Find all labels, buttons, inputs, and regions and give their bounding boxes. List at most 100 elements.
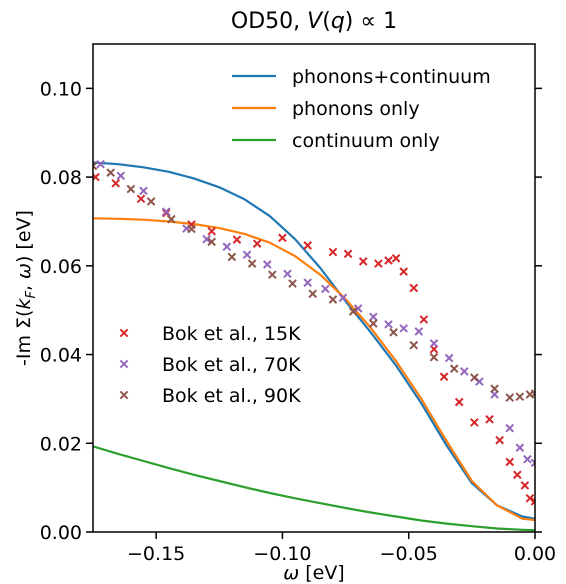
data-point-bok-et-al-70k xyxy=(303,278,312,287)
chart-title: OD50, V(q) ∝ 1 xyxy=(231,9,397,34)
data-point-bok-et-al-15k xyxy=(252,239,262,248)
data-point-bok-et-al-15k xyxy=(111,178,121,188)
y-tick-label: 0.02 xyxy=(40,433,82,455)
data-point-bok-et-al-90k xyxy=(505,393,515,402)
data-point-bok-et-al-70k xyxy=(321,284,330,294)
data-point-bok-et-al-15k xyxy=(530,497,535,506)
y-tick-label: 0.04 xyxy=(40,345,82,367)
data-point-bok-et-al-90k xyxy=(449,364,459,374)
data-point-bok-et-al-70k xyxy=(338,293,348,303)
y-tick-label: 0.06 xyxy=(40,256,82,278)
data-point-bok-et-al-70k xyxy=(459,367,469,376)
data-point-bok-et-al-70k xyxy=(222,242,232,252)
data-point-bok-et-al-15k xyxy=(419,315,429,324)
data-point-bok-et-al-15k xyxy=(384,256,393,265)
data-point-bok-et-al-70k xyxy=(242,250,252,260)
data-point-bok-et-al-90k xyxy=(126,184,136,194)
data-point-bok-et-al-90k xyxy=(166,214,176,224)
legend-lines: phonons+continuum phonons only continuum o… xyxy=(232,66,491,152)
data-point-bok-et-al-15k xyxy=(470,418,479,427)
data-point-bok-et-al-70k xyxy=(505,423,515,433)
series-line-phonons-only xyxy=(93,217,535,522)
data-point-bok-et-al-15k xyxy=(391,253,401,263)
data-point-bok-et-al-15k xyxy=(136,194,146,204)
data-point-bok-et-al-90k xyxy=(207,237,217,247)
y-tick-label: 0.10 xyxy=(40,78,82,100)
x-tick-label: −0.15 xyxy=(127,543,185,565)
data-point-bok-et-al-15k xyxy=(409,283,419,293)
series-line-phonons-continuum xyxy=(93,161,535,520)
data-point-bok-et-al-15k xyxy=(495,435,504,445)
legend-markers: Bok et al., 15K Bok et al., 70K Bok et al.… xyxy=(119,323,301,407)
data-point-bok-et-al-15k xyxy=(232,235,242,244)
y-axis-label: -Im Σ(kF, ω) [eV] xyxy=(13,210,39,366)
data-point-bok-et-al-15k xyxy=(343,249,353,259)
data-point-bok-et-al-15k xyxy=(358,257,368,266)
data-point-bok-et-al-70k xyxy=(161,207,171,217)
data-point-bok-et-al-90k xyxy=(187,224,196,234)
data-point-bok-et-al-90k xyxy=(389,328,398,337)
data-point-bok-et-al-70k xyxy=(384,320,393,329)
data-point-bok-et-al-90k xyxy=(515,392,525,401)
data-point-bok-et-al-70k xyxy=(399,324,408,333)
data-point-bok-et-al-70k xyxy=(515,443,525,453)
data-point-bok-et-al-15k xyxy=(374,259,383,268)
data-point-bok-et-al-90k xyxy=(106,168,115,177)
data-point-bok-et-al-90k xyxy=(490,384,499,394)
series-line-continuum-only xyxy=(93,445,535,532)
data-point-bok-et-al-90k xyxy=(348,307,358,316)
data-point-bok-et-al-70k xyxy=(202,234,211,244)
data-point-bok-et-al-70k xyxy=(429,339,439,348)
data-point-bok-et-al-90k xyxy=(470,373,479,382)
data-point-bok-et-al-15k xyxy=(485,415,494,424)
data-point-bok-et-al-70k xyxy=(116,171,126,181)
data-point-bok-et-al-70k xyxy=(523,454,532,464)
data-point-bok-et-al-90k xyxy=(93,161,98,171)
data-point-bok-et-al-70k xyxy=(353,304,363,313)
data-point-bok-et-al-90k xyxy=(409,340,419,350)
y-tick-label: 0.08 xyxy=(40,167,82,189)
y-tick-label: 0.00 xyxy=(40,522,82,544)
legend-label-continuum-only: continuum only xyxy=(292,130,440,152)
legend-label-bok-et-al-15k: Bok et al., 15K xyxy=(162,323,301,345)
legend-label-phonons-continuum: phonons+continuum xyxy=(292,66,491,88)
data-point-bok-et-al-15k xyxy=(520,481,530,490)
data-point-bok-et-al-70k xyxy=(96,159,105,169)
data-point-bok-et-al-15k xyxy=(439,372,449,382)
legend-swatch-bok-et-al-70k xyxy=(119,359,129,369)
legend-label-phonons-only: phonons only xyxy=(292,98,420,120)
data-point-bok-et-al-70k xyxy=(262,260,272,269)
x-tick-label: −0.05 xyxy=(380,543,438,565)
data-point-bok-et-al-70k xyxy=(530,458,535,468)
data-point-bok-et-al-15k xyxy=(207,226,217,236)
data-point-bok-et-al-70k xyxy=(369,312,378,322)
data-point-bok-et-al-90k xyxy=(328,295,338,304)
x-tick-label: −0.10 xyxy=(253,543,311,565)
data-point-bok-et-al-70k xyxy=(139,186,148,196)
x-tick-label: 0.00 xyxy=(514,543,556,565)
legend-label-bok-et-al-70k: Bok et al., 70K xyxy=(162,354,301,376)
data-point-bok-et-al-15k xyxy=(278,233,287,243)
data-point-bok-et-al-70k xyxy=(414,327,424,336)
data-point-bok-et-al-90k xyxy=(268,270,277,279)
data-point-bok-et-al-15k xyxy=(525,493,535,503)
data-point-bok-et-al-90k xyxy=(308,289,318,299)
data-point-bok-et-al-15k xyxy=(505,457,515,467)
data-point-bok-et-al-90k xyxy=(227,252,237,262)
data-point-bok-et-al-90k xyxy=(369,319,378,328)
data-point-bok-et-al-15k xyxy=(513,470,522,480)
legend-label-bok-et-al-90k: Bok et al., 90K xyxy=(162,385,301,407)
legend-swatch-bok-et-al-90k xyxy=(119,390,129,400)
data-point-bok-et-al-15k xyxy=(454,397,464,407)
legend-swatch-bok-et-al-15k xyxy=(119,328,129,338)
data-point-bok-et-al-15k xyxy=(399,267,408,276)
data-point-bok-et-al-70k xyxy=(444,353,454,363)
data-point-bok-et-al-15k xyxy=(328,247,338,257)
data-point-bok-et-al-90k xyxy=(429,352,439,362)
data-point-bok-et-al-90k xyxy=(247,259,257,268)
data-point-bok-et-al-90k xyxy=(146,197,156,206)
data-point-bok-et-al-90k xyxy=(288,279,297,288)
data-point-bok-et-al-90k xyxy=(530,389,535,398)
x-axis-label: ω [eV] xyxy=(283,562,344,584)
